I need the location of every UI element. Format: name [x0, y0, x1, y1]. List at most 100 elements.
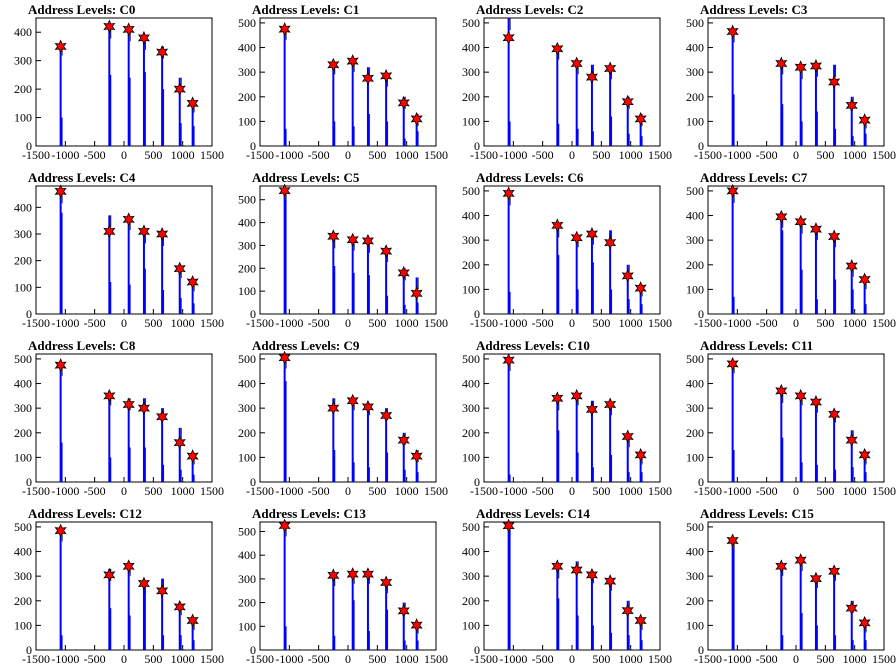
peak-marker — [346, 232, 359, 247]
histogram-bar — [780, 390, 783, 482]
x-tick-label: -500 — [756, 316, 778, 330]
x-tick-label: 500 — [592, 316, 610, 330]
y-tick-label: 400 — [686, 209, 704, 223]
y-tick-label: 400 — [462, 209, 480, 223]
peak-marker — [410, 449, 423, 464]
chart-panel: Address Levels: C0 0 100 200 300 400 -1500 -100… — [0, 0, 224, 168]
histogram-bar — [609, 578, 612, 650]
x-tick-label: -1000 — [723, 316, 751, 330]
y-tick-label: 400 — [462, 545, 480, 559]
minor-bar — [628, 472, 630, 482]
x-tick-label: -500 — [308, 316, 330, 330]
y-tick-label: 200 — [462, 426, 480, 440]
y-tick-label: 200 — [238, 90, 256, 104]
x-tick-label: 1000 — [843, 316, 867, 330]
minor-bar — [733, 450, 735, 482]
peak-marker — [380, 575, 393, 590]
histogram-bar — [332, 62, 335, 146]
peak-marker — [775, 209, 788, 224]
histogram-bar — [833, 410, 836, 482]
histogram-bar — [283, 27, 286, 146]
x-tick-label: 1500 — [648, 316, 672, 330]
peak-marker — [502, 30, 515, 45]
y-tick-label: 100 — [462, 450, 480, 464]
peak-marker — [122, 397, 135, 412]
x-tick-label: 1000 — [171, 316, 195, 330]
y-tick-label: 200 — [686, 594, 704, 608]
minor-bar — [353, 600, 355, 650]
histogram-bar — [385, 408, 388, 482]
chart-title: Address Levels: C12 — [28, 506, 142, 521]
x-tick-label: 0 — [121, 316, 127, 330]
minor-bar — [61, 117, 63, 146]
y-tick-label: 200 — [14, 426, 32, 440]
peak-marker — [604, 235, 617, 250]
peak-marker — [845, 98, 858, 113]
histogram-bar — [731, 539, 734, 650]
peak-marker — [122, 212, 135, 227]
y-tick-label: 100 — [238, 284, 256, 298]
peak-marker — [137, 576, 150, 591]
peak-marker — [585, 227, 598, 241]
peak-marker — [604, 61, 617, 76]
peak-marker — [634, 613, 647, 628]
histogram-bar — [507, 358, 510, 482]
histogram-bar — [191, 452, 194, 482]
x-tick-label: 1000 — [171, 148, 195, 162]
histogram-bar — [351, 238, 354, 314]
histogram-bar — [178, 77, 181, 146]
x-tick-label: -1000 — [51, 484, 79, 498]
x-tick-label: 1500 — [648, 652, 672, 666]
peak-marker — [604, 397, 617, 412]
x-tick-label: 1500 — [424, 148, 448, 162]
chart-svg: Address Levels: C0 0 100 200 300 400 -1500 -100… — [14, 2, 224, 162]
chart-svg: Address Levels: C12 0 100 200 300 400 500 -1500… — [14, 506, 224, 666]
histogram-bar — [799, 558, 802, 650]
histogram-bar — [626, 600, 629, 650]
x-tick-label: 1000 — [395, 484, 419, 498]
minor-bar — [610, 289, 613, 314]
peak-marker — [327, 229, 340, 244]
peak-marker — [775, 559, 788, 574]
peak-marker — [410, 286, 423, 301]
minor-bar — [577, 128, 579, 146]
x-tick-label: -1500 — [246, 652, 274, 666]
minor-bar — [193, 640, 195, 650]
y-tick-label: 400 — [462, 377, 480, 391]
minor-bar — [641, 640, 643, 650]
y-tick-label: 500 — [14, 520, 32, 534]
x-tick-label: -1500 — [470, 652, 498, 666]
peak-marker — [502, 518, 515, 533]
plot-frame — [483, 353, 661, 483]
x-tick-label: -500 — [756, 484, 778, 498]
minor-bar — [417, 472, 419, 482]
minor-bar — [592, 467, 594, 482]
peak-marker — [173, 435, 186, 450]
y-tick-label: 0 — [250, 643, 256, 657]
minor-bar — [61, 442, 63, 482]
x-tick-label: -1000 — [275, 316, 303, 330]
chart-panel: Address Levels: C1 0 100 200 300 400 500 -1500-… — [224, 0, 448, 168]
minor-bar — [577, 452, 579, 482]
peak-marker — [585, 402, 598, 417]
x-tick-label: 500 — [368, 148, 386, 162]
peak-marker — [604, 574, 617, 589]
y-tick-label: 400 — [238, 41, 256, 55]
histogram-bar — [385, 581, 388, 650]
x-tick-label: -500 — [532, 652, 554, 666]
histogram-bar — [833, 235, 836, 314]
histogram-bar — [575, 62, 578, 146]
minor-bar — [417, 640, 419, 650]
peak-marker — [186, 449, 199, 464]
x-tick-label: -500 — [84, 484, 106, 498]
minor-bar — [180, 635, 182, 650]
histogram-bar — [415, 450, 418, 482]
y-tick-label: 400 — [238, 548, 256, 562]
y-tick-label: 200 — [686, 258, 704, 272]
minor-bar — [144, 72, 146, 146]
y-tick-label: 0 — [26, 139, 32, 153]
minor-bar — [180, 469, 182, 482]
minor-bar — [386, 121, 389, 146]
x-tick-label: -1000 — [499, 316, 527, 330]
peak-marker — [621, 268, 634, 283]
